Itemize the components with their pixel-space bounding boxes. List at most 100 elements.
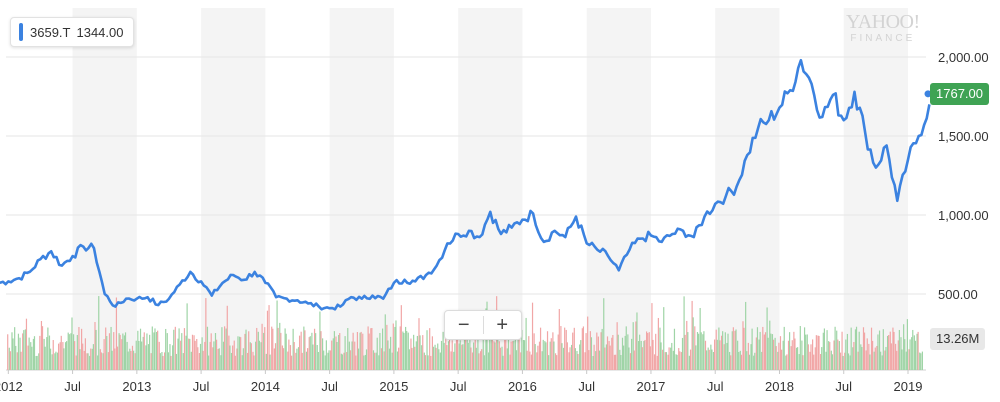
volume-bar <box>67 332 69 370</box>
volume-bar <box>483 355 485 370</box>
volume-bar <box>499 347 502 370</box>
volume-bar <box>129 348 131 370</box>
zoom-in-button[interactable]: + <box>496 313 509 336</box>
volume-bar <box>853 342 855 370</box>
volume-bar <box>635 321 637 370</box>
volume-bar <box>482 334 484 370</box>
volume-bar <box>11 332 13 370</box>
volume-bar <box>407 332 409 370</box>
volume-bar <box>839 352 842 370</box>
volume-bar <box>627 334 629 370</box>
volume-bar <box>672 350 674 370</box>
volume-bar <box>23 330 25 370</box>
volume-bar <box>285 333 287 370</box>
volume-bar <box>577 353 579 370</box>
volume-bar <box>759 331 761 370</box>
volume-bar <box>914 340 917 370</box>
volume-bar <box>522 340 525 370</box>
volume-bar <box>451 340 453 370</box>
zoom-out-button[interactable]: − <box>457 313 470 336</box>
volume-bar <box>57 343 60 370</box>
volume-bar <box>423 352 425 370</box>
volume-bar <box>448 337 451 370</box>
volume-bar <box>695 345 697 370</box>
volume-bar <box>604 347 606 370</box>
volume-bar <box>92 344 94 370</box>
volume-bar <box>122 333 124 370</box>
volume-bar <box>608 340 610 370</box>
x-tick-label: Jul <box>64 379 81 394</box>
volume-bar <box>324 355 326 370</box>
volume-bar <box>817 335 819 370</box>
volume-bar <box>556 355 558 370</box>
volume-bar <box>860 344 862 370</box>
volume-bar <box>416 335 418 370</box>
volume-bar <box>637 341 640 370</box>
volume-bar <box>81 328 83 370</box>
volume-bar <box>90 348 92 370</box>
volume-bar <box>863 332 866 370</box>
volume-bar <box>774 337 776 370</box>
volume-bar <box>730 355 732 370</box>
volume-bar <box>636 312 638 370</box>
x-tick-label: Jul <box>707 379 724 394</box>
volume-bar <box>758 339 760 370</box>
volume-bar <box>75 355 77 370</box>
volume-bar <box>443 342 445 370</box>
x-tick-label: 2019 <box>894 379 923 394</box>
volume-bar <box>689 349 692 370</box>
volume-bar <box>387 340 389 370</box>
volume-bar <box>498 341 500 370</box>
volume-bar <box>684 334 686 370</box>
volume-bar <box>419 335 421 370</box>
volume-bar <box>882 329 884 370</box>
volume-bar <box>83 350 85 370</box>
volume-bar <box>639 334 641 370</box>
volume-bar <box>654 354 656 370</box>
volume-bar <box>803 327 806 370</box>
volume-bar <box>788 332 791 370</box>
volume-bar <box>263 332 265 370</box>
volume-bar <box>290 355 293 370</box>
volume-bar <box>323 350 325 370</box>
volume-bar <box>82 343 84 370</box>
volume-bar <box>138 340 140 370</box>
volume-bar <box>727 333 729 370</box>
volume-bar <box>228 335 230 370</box>
volume-bar <box>724 332 726 370</box>
volume-bar <box>662 349 664 370</box>
volume-bar <box>884 350 886 370</box>
volume-bar <box>346 352 348 370</box>
volume-bar <box>785 355 787 370</box>
volume-bar <box>880 351 882 370</box>
volume-bar <box>688 355 691 370</box>
volume-bar <box>315 333 317 370</box>
volume-bar <box>255 341 257 370</box>
volume-bar <box>847 353 850 370</box>
volume-bar <box>711 349 713 370</box>
volume-bar <box>266 310 269 370</box>
volume-bar <box>546 331 549 370</box>
volume-bar <box>900 337 902 370</box>
volume-bar <box>911 337 913 370</box>
volume-bar <box>454 343 456 370</box>
volume-bar <box>95 329 97 370</box>
x-tick-label: Jul <box>578 379 595 394</box>
volume-bar <box>676 354 678 370</box>
volume-bar <box>123 335 126 370</box>
volume-bar <box>490 336 492 370</box>
volume-bar <box>226 305 228 370</box>
volume-bar <box>406 330 408 370</box>
volume-bar <box>606 336 609 370</box>
volume-bar <box>655 333 657 370</box>
volume-bar <box>539 327 542 370</box>
background-band <box>72 8 137 370</box>
volume-bar <box>723 344 725 370</box>
volume-bar <box>644 339 646 370</box>
volume-bar <box>871 340 874 370</box>
volume-bar <box>319 311 321 370</box>
volume-bar <box>391 352 393 370</box>
volume-bar <box>823 328 825 370</box>
volume-bar <box>755 337 757 370</box>
